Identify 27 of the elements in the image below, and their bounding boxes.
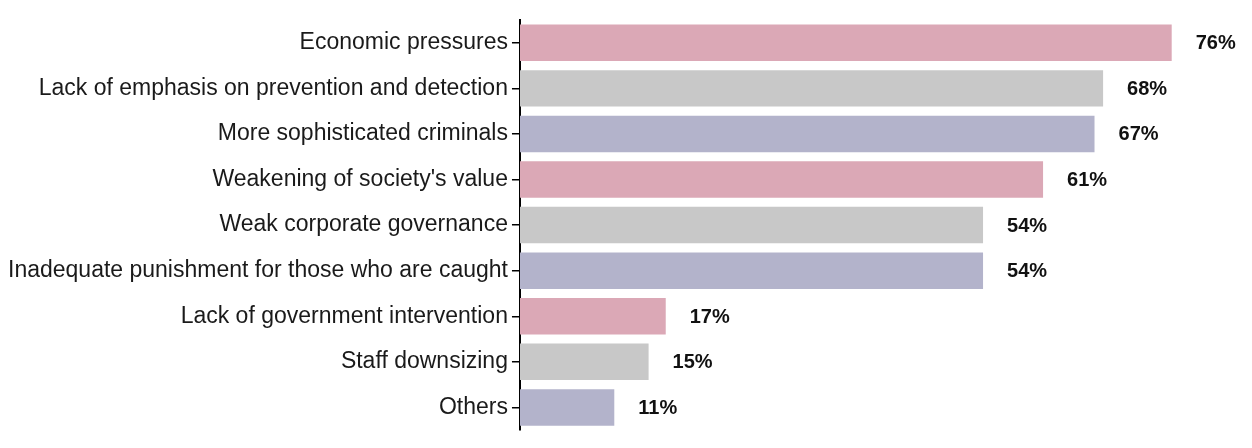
bar	[519, 115, 1095, 153]
data-label: 76%	[1195, 31, 1236, 54]
data-label: 54%	[1007, 259, 1048, 282]
bar	[519, 389, 615, 426]
y-tick-label: Lack of emphasis on prevention and detection	[38, 73, 508, 100]
bar	[519, 24, 1172, 62]
bar	[519, 70, 1104, 107]
bar	[519, 161, 1044, 198]
bar	[519, 343, 649, 381]
y-tick-label: Weak corporate governance	[219, 210, 508, 237]
y-tick-label: More sophisticated criminals	[217, 119, 508, 146]
data-label: 17%	[689, 304, 730, 327]
data-label: 68%	[1127, 76, 1168, 99]
data-label: 11%	[638, 395, 678, 418]
y-tick-label: Staff downsizing	[340, 347, 508, 374]
data-label: 67%	[1118, 122, 1159, 145]
bar	[519, 252, 984, 289]
y-tick-label: Lack of government intervention	[180, 301, 508, 328]
y-tick-label: Weakening of society's value	[212, 164, 508, 191]
y-tick-label: Inadequate punishment for those who are caught	[7, 256, 509, 283]
bar	[519, 206, 984, 244]
bar	[519, 298, 666, 335]
data-label: 54%	[1007, 213, 1048, 236]
data-label: 61%	[1067, 168, 1108, 191]
data-label: 15%	[672, 350, 713, 373]
y-tick-label: Economic pressures	[299, 28, 508, 55]
y-tick-label: Others	[438, 392, 508, 419]
